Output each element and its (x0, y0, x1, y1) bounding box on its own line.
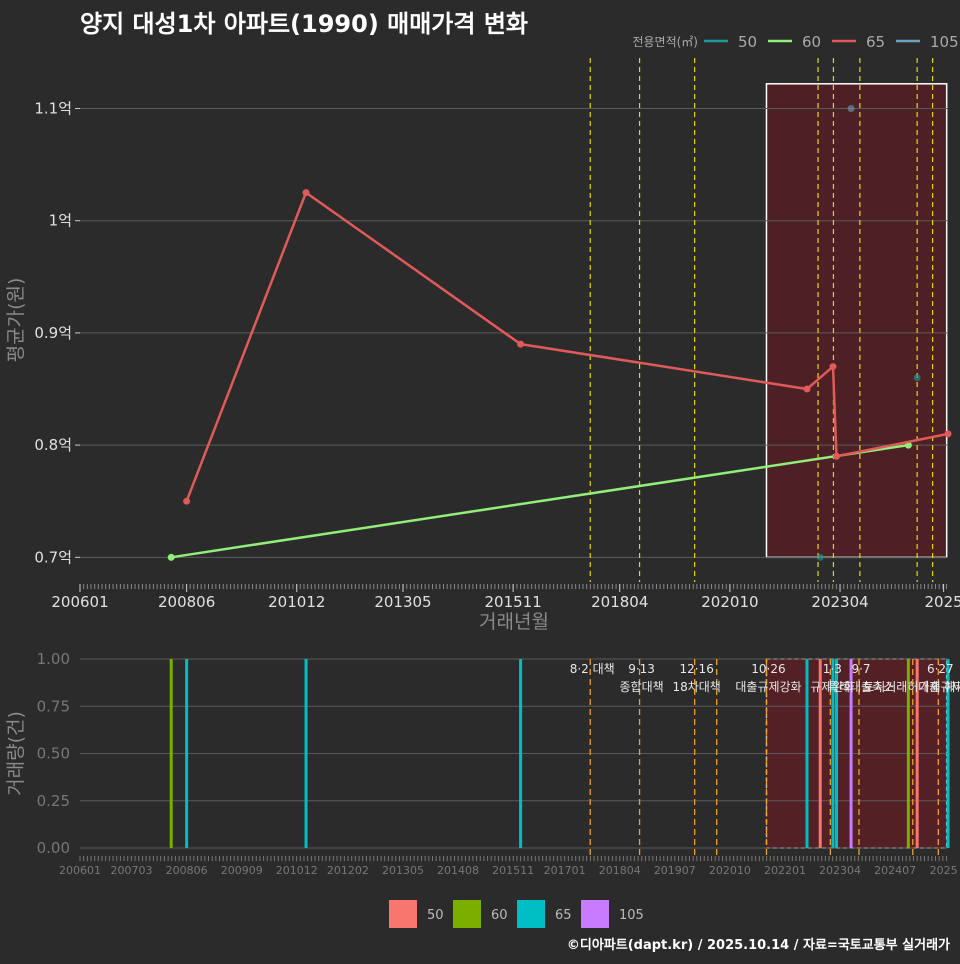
bottom-legend-label-65: 65 (555, 908, 572, 923)
x-tick-label: 202010 (701, 593, 758, 611)
bottom-x-tick-label: 2025 (930, 864, 958, 877)
policy-name-label: 토지거래허가제 해제 (863, 680, 960, 694)
volume-bar-105 (849, 659, 853, 848)
bottom-legend-label-50: 50 (427, 908, 444, 923)
bottom-legend-swatch-105 (581, 900, 609, 928)
policy-date-label: 12·16 (679, 662, 713, 676)
data-point-65 (302, 189, 310, 197)
legend-label-65: 65 (866, 33, 885, 51)
policy-name-label: 대출규제강화 (735, 680, 801, 694)
data-point-65 (829, 363, 837, 371)
isolated-point-105 (847, 104, 855, 112)
data-point-65 (803, 385, 811, 393)
bottom-y-tick-label: 0.75 (37, 697, 70, 715)
policy-date-label: 1·3 (823, 662, 842, 676)
policy-name-label: 특례대출축소 (828, 680, 894, 694)
data-point-65 (517, 340, 525, 348)
bottom-x-tick-label: 201511 (492, 864, 534, 877)
bottom-y-tick-label: 0.50 (37, 745, 70, 763)
x-tick-label: 201305 (374, 593, 431, 611)
data-point-60 (167, 553, 175, 561)
bottom-x-tick-label: 202010 (709, 864, 751, 877)
bottom-y-axis-title: 거래량(건) (5, 711, 27, 796)
bottom-legend-label-60: 60 (491, 908, 508, 923)
bottom-legend-swatch-65 (517, 900, 545, 928)
data-point-65 (183, 497, 191, 505)
data-point-65 (944, 430, 952, 438)
volume-bar-50 (915, 659, 919, 848)
x-tick-label: 201804 (591, 593, 648, 611)
bottom-x-tick-label: 202304 (819, 864, 861, 877)
volume-bar-65 (519, 659, 523, 848)
bottom-legend-swatch-50 (389, 900, 417, 928)
policy-date-label: 8·2 대책 (570, 661, 615, 676)
volume-bar-65 (835, 659, 839, 848)
bottom-x-tick-label: 200806 (166, 864, 208, 877)
bottom-y-tick-label: 1.00 (37, 650, 70, 668)
policy-date-label: 10·26 (751, 662, 785, 676)
legend-label-105: 105 (930, 33, 959, 51)
bottom-x-tick-label: 201202 (327, 864, 369, 877)
x-tick-label: 200601 (51, 593, 108, 611)
volume-bar-65 (304, 659, 308, 848)
bottom-x-tick-label: 200601 (59, 864, 101, 877)
policy-date-label: 9·13 (628, 662, 655, 676)
policy-date-label: 9·7 (851, 662, 870, 676)
bottom-x-tick-label: 201804 (599, 864, 641, 877)
y-tick-label: 0.7억 (34, 548, 72, 566)
bottom-x-tick-label: 202407 (874, 864, 916, 877)
bottom-x-tick-label: 200909 (221, 864, 263, 877)
bottom-x-tick-label: 202201 (764, 864, 806, 877)
volume-bar-65 (185, 659, 189, 848)
bottom-x-tick-label: 200703 (111, 864, 153, 877)
x-tick-label: 202304 (811, 593, 868, 611)
isolated-point-50 (816, 553, 824, 561)
policy-date-label: 6·27 (927, 662, 954, 676)
policy-name-label: 종합대책 (619, 679, 663, 694)
chart-title: 양지 대성1차 아파트(1990) 매매가격 변화 (80, 10, 528, 38)
legend-label-50: 50 (738, 33, 757, 51)
policy-name-label: 대출규제 (918, 680, 960, 694)
bottom-legend-label-105: 105 (619, 908, 644, 923)
x-tick-label: 201012 (268, 593, 325, 611)
bottom-x-tick-label: 201907 (654, 864, 696, 877)
volume-bar-50 (818, 659, 822, 848)
highlight-box (765, 83, 948, 559)
data-point-65 (833, 452, 841, 460)
x-tick-label: 2025 (925, 593, 960, 611)
x-tick-label: 200806 (158, 593, 215, 611)
bottom-x-tick-label: 201701 (544, 864, 586, 877)
y-tick-label: 0.8억 (34, 436, 72, 454)
legend-title: 전용면적(㎡) (632, 35, 698, 49)
legend-label-60: 60 (802, 33, 821, 51)
y-tick-label: 1억 (49, 212, 72, 230)
x-tick-label: 201511 (484, 593, 541, 611)
policy-name-label: 규제완화 (810, 680, 854, 694)
y-tick-label: 1.1억 (34, 99, 72, 117)
volume-bar-60 (906, 659, 910, 848)
bottom-x-tick-label: 201408 (437, 864, 479, 877)
volume-bar-65 (805, 659, 809, 848)
series-line-60 (171, 443, 909, 559)
isolated-point-50 (913, 374, 921, 382)
bottom-y-tick-label: 0.00 (37, 839, 70, 857)
bottom-x-tick-label: 201012 (276, 864, 318, 877)
bottom-x-tick-label: 201305 (382, 864, 424, 877)
x-axis-title: 거래년월 (479, 611, 549, 633)
y-axis-title: 평균가(원) (5, 278, 27, 363)
source-credit: ©디아파트(dapt.kr) / 2025.10.14 / 자료=국토교통부 실… (566, 938, 950, 953)
volume-bar-65 (831, 659, 835, 848)
volume-bar-65 (946, 659, 950, 848)
bottom-legend-swatch-60 (453, 900, 481, 928)
bottom-y-tick-label: 0.25 (37, 792, 70, 810)
y-tick-label: 0.9억 (34, 324, 72, 342)
policy-name-label: 18차대책 (672, 679, 720, 694)
volume-bar-60 (169, 659, 173, 848)
